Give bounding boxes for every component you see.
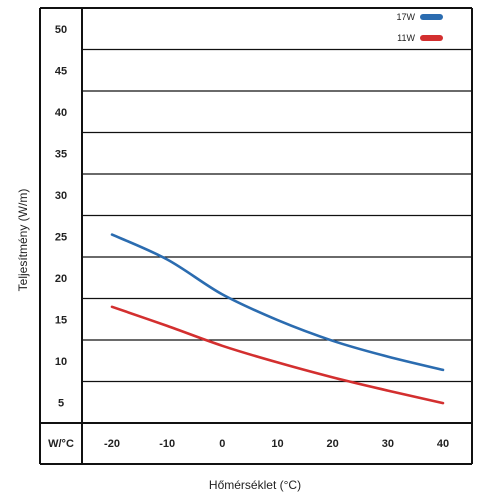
x-axis-title: Hőmérséklet (°C) bbox=[209, 478, 301, 492]
y-tick-labels: 5 10 15 20 25 30 35 40 45 50 bbox=[55, 24, 67, 410]
y-tick-label: 40 bbox=[55, 107, 67, 119]
series-line-11w bbox=[110, 305, 445, 405]
grid-lines bbox=[82, 48, 472, 383]
y-tick-label: 10 bbox=[55, 356, 67, 368]
x-tick-label: -10 bbox=[159, 438, 175, 450]
x-tick-label: 0 bbox=[219, 438, 225, 450]
legend: 17W 11W bbox=[396, 12, 443, 43]
x-tick-label: 30 bbox=[382, 438, 394, 450]
x-tick-label: 20 bbox=[327, 438, 339, 450]
x-tick-labels: -20 -10 0 10 20 30 40 bbox=[104, 438, 449, 450]
legend-label: 17W bbox=[396, 12, 415, 22]
x-tick-label: 10 bbox=[271, 438, 283, 450]
y-tick-label: 35 bbox=[55, 148, 67, 160]
y-tick-label: 15 bbox=[55, 314, 67, 326]
y-tick-label: 30 bbox=[55, 190, 67, 202]
y-tick-label: 45 bbox=[55, 65, 67, 77]
x-tick-label: 40 bbox=[437, 438, 449, 450]
y-tick-label: 25 bbox=[55, 231, 67, 243]
legend-label: 11W bbox=[397, 33, 415, 43]
x-tick-label: -20 bbox=[104, 438, 120, 450]
y-axis-title: Teljesítmény (W/m) bbox=[16, 189, 30, 292]
y-tick-label: 50 bbox=[55, 24, 67, 36]
unit-label: W/°C bbox=[48, 438, 74, 450]
y-tick-label: 5 bbox=[58, 397, 64, 409]
y-tick-label: 20 bbox=[55, 273, 67, 285]
chart-frame bbox=[39, 7, 473, 465]
series-lines bbox=[110, 233, 445, 405]
series-line-17w bbox=[110, 233, 445, 372]
